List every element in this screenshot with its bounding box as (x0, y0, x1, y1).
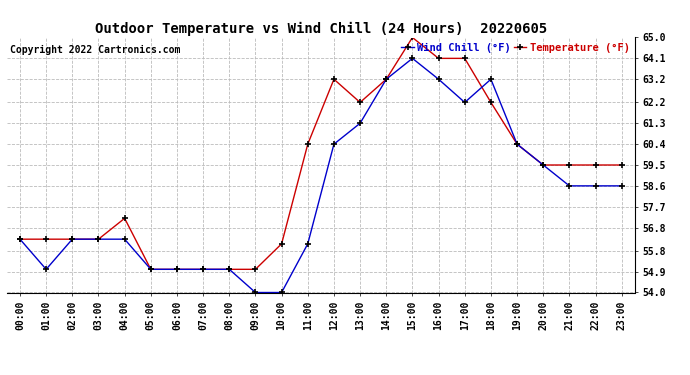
Wind Chill (°F) (461, 100, 469, 105)
Wind Chill (°F) (408, 56, 417, 61)
Temperature (°F) (591, 163, 600, 167)
Temperature (°F) (172, 267, 181, 272)
Temperature (°F) (42, 237, 50, 242)
Wind Chill (°F) (591, 184, 600, 188)
Wind Chill (°F) (95, 237, 103, 242)
Text: Copyright 2022 Cartronics.com: Copyright 2022 Cartronics.com (10, 45, 180, 55)
Line: Wind Chill (°F): Wind Chill (°F) (17, 55, 625, 296)
Wind Chill (°F) (277, 290, 286, 295)
Wind Chill (°F) (251, 290, 259, 295)
Temperature (°F) (435, 56, 443, 61)
Wind Chill (°F) (172, 267, 181, 272)
Wind Chill (°F) (304, 242, 312, 246)
Wind Chill (°F) (435, 77, 443, 81)
Temperature (°F) (225, 267, 233, 272)
Temperature (°F) (513, 142, 521, 146)
Wind Chill (°F) (42, 267, 50, 272)
Wind Chill (°F) (121, 237, 129, 242)
Temperature (°F) (304, 142, 312, 146)
Temperature (°F) (382, 77, 391, 81)
Wind Chill (°F) (16, 237, 24, 242)
Wind Chill (°F) (147, 267, 155, 272)
Wind Chill (°F) (565, 184, 573, 188)
Wind Chill (°F) (356, 121, 364, 126)
Temperature (°F) (277, 242, 286, 246)
Line: Temperature (°F): Temperature (°F) (17, 34, 625, 273)
Legend: Wind Chill (°F), Temperature (°F): Wind Chill (°F), Temperature (°F) (402, 43, 629, 53)
Wind Chill (°F) (68, 237, 77, 242)
Temperature (°F) (330, 77, 338, 81)
Wind Chill (°F) (382, 77, 391, 81)
Temperature (°F) (539, 163, 547, 167)
Wind Chill (°F) (618, 184, 626, 188)
Temperature (°F) (251, 267, 259, 272)
Temperature (°F) (147, 267, 155, 272)
Wind Chill (°F) (225, 267, 233, 272)
Temperature (°F) (16, 237, 24, 242)
Temperature (°F) (565, 163, 573, 167)
Temperature (°F) (199, 267, 207, 272)
Wind Chill (°F) (486, 77, 495, 81)
Temperature (°F) (95, 237, 103, 242)
Temperature (°F) (461, 56, 469, 61)
Wind Chill (°F) (539, 163, 547, 167)
Temperature (°F) (356, 100, 364, 105)
Wind Chill (°F) (199, 267, 207, 272)
Temperature (°F) (68, 237, 77, 242)
Wind Chill (°F) (330, 142, 338, 146)
Temperature (°F) (618, 163, 626, 167)
Temperature (°F) (408, 35, 417, 40)
Temperature (°F) (486, 100, 495, 105)
Wind Chill (°F) (513, 142, 521, 146)
Title: Outdoor Temperature vs Wind Chill (24 Hours)  20220605: Outdoor Temperature vs Wind Chill (24 Ho… (95, 22, 547, 36)
Temperature (°F) (121, 216, 129, 220)
